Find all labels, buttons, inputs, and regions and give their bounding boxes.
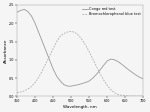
- Congo red test: [49, 59, 50, 60]
- Congo red test: [56, 76, 58, 77]
- Congo red test: [81, 83, 83, 84]
- Congo red test: [74, 85, 76, 86]
- Congo red test: [92, 77, 94, 79]
- Y-axis label: Absorbance: Absorbance: [3, 39, 8, 63]
- Congo red test: [128, 69, 130, 71]
- Congo red test: [23, 9, 25, 10]
- Bromochlorophenol blue test: [92, 58, 94, 60]
- Bromochlorophenol blue test: [20, 91, 21, 93]
- Bromochlorophenol blue test: [45, 63, 47, 64]
- Congo red test: [99, 69, 101, 71]
- Bromochlorophenol blue test: [139, 95, 141, 97]
- Bromochlorophenol blue test: [114, 92, 115, 93]
- Bromochlorophenol blue test: [31, 86, 32, 87]
- Congo red test: [34, 23, 36, 24]
- Congo red test: [59, 80, 61, 82]
- Bromochlorophenol blue test: [59, 35, 61, 37]
- Bromochlorophenol blue test: [85, 44, 87, 46]
- Bromochlorophenol blue test: [128, 95, 130, 97]
- Congo red test: [124, 66, 126, 68]
- X-axis label: Wavelength, nm: Wavelength, nm: [63, 104, 97, 109]
- Bromochlorophenol blue test: [99, 73, 101, 74]
- Bromochlorophenol blue test: [70, 31, 72, 32]
- Bromochlorophenol blue test: [96, 66, 97, 67]
- Bromochlorophenol blue test: [74, 32, 76, 33]
- Congo red test: [52, 68, 54, 70]
- Congo red test: [67, 85, 68, 87]
- Congo red test: [117, 61, 119, 62]
- Congo red test: [103, 65, 105, 66]
- Congo red test: [70, 85, 72, 87]
- Bromochlorophenol blue test: [135, 95, 137, 97]
- Bromochlorophenol blue test: [110, 89, 112, 90]
- Congo red test: [85, 82, 87, 83]
- Congo red test: [16, 12, 18, 13]
- Bromochlorophenol blue test: [34, 82, 36, 83]
- Bromochlorophenol blue test: [117, 94, 119, 95]
- Congo red test: [45, 50, 47, 51]
- Congo red test: [121, 64, 123, 65]
- Congo red test: [20, 10, 21, 11]
- Bromochlorophenol blue test: [81, 39, 83, 40]
- Bromochlorophenol blue test: [52, 48, 54, 50]
- Congo red test: [96, 74, 97, 75]
- Bromochlorophenol blue test: [67, 31, 68, 33]
- Bromochlorophenol blue test: [16, 92, 18, 93]
- Bromochlorophenol blue test: [56, 41, 58, 42]
- Congo red test: [27, 11, 29, 12]
- Bromochlorophenol blue test: [106, 85, 108, 86]
- Congo red test: [41, 41, 43, 42]
- Congo red test: [132, 72, 133, 73]
- Line: Bromochlorophenol blue test: Bromochlorophenol blue test: [17, 31, 143, 96]
- Bromochlorophenol blue test: [63, 33, 65, 34]
- Congo red test: [106, 60, 108, 62]
- Bromochlorophenol blue test: [121, 95, 123, 96]
- Bromochlorophenol blue test: [27, 88, 29, 90]
- Bromochlorophenol blue test: [49, 55, 50, 57]
- Congo red test: [142, 78, 144, 80]
- Legend: Congo red test, Bromochlorophenol blue test: Congo red test, Bromochlorophenol blue t…: [81, 7, 142, 16]
- Bromochlorophenol blue test: [38, 77, 40, 78]
- Congo red test: [38, 32, 40, 33]
- Line: Congo red test: Congo red test: [17, 9, 143, 86]
- Bromochlorophenol blue test: [41, 70, 43, 71]
- Congo red test: [135, 74, 137, 76]
- Bromochlorophenol blue test: [23, 90, 25, 92]
- Bromochlorophenol blue test: [88, 51, 90, 52]
- Congo red test: [63, 84, 65, 85]
- Bromochlorophenol blue test: [124, 95, 126, 96]
- Congo red test: [88, 80, 90, 82]
- Bromochlorophenol blue test: [142, 95, 144, 97]
- Congo red test: [114, 59, 115, 60]
- Congo red test: [31, 15, 32, 17]
- Bromochlorophenol blue test: [132, 95, 133, 97]
- Congo red test: [110, 58, 112, 60]
- Congo red test: [139, 77, 141, 78]
- Bromochlorophenol blue test: [77, 34, 79, 36]
- Congo red test: [77, 84, 79, 85]
- Bromochlorophenol blue test: [103, 79, 105, 81]
